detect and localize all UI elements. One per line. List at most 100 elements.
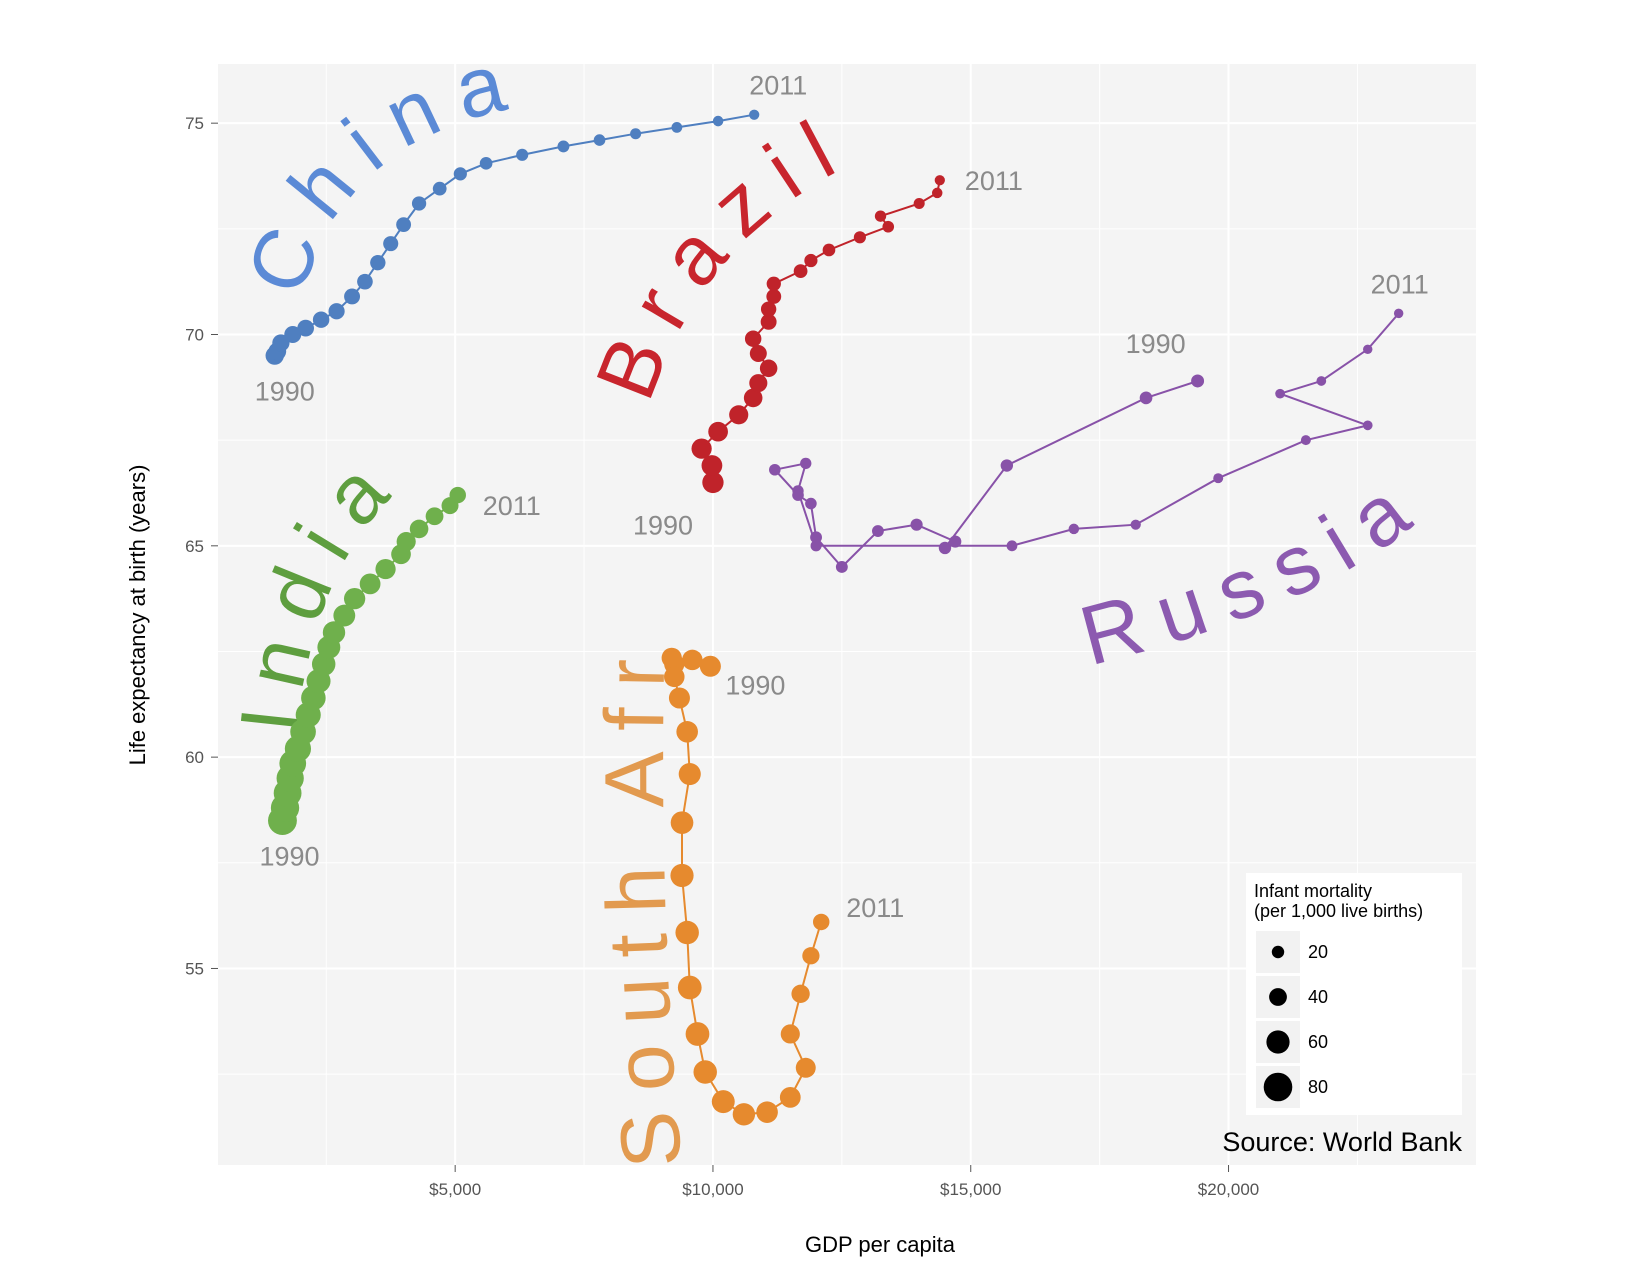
data-point bbox=[297, 319, 315, 337]
data-point bbox=[780, 1024, 800, 1044]
data-point bbox=[938, 541, 952, 555]
data-point bbox=[756, 1101, 778, 1123]
data-point bbox=[802, 947, 820, 965]
data-point bbox=[479, 156, 493, 170]
data-point bbox=[766, 276, 781, 291]
data-point bbox=[670, 863, 694, 888]
end-year-label: 2011 bbox=[483, 491, 541, 521]
data-point bbox=[676, 720, 698, 743]
data-point bbox=[675, 920, 699, 945]
start-year-label: 1990 bbox=[255, 377, 315, 407]
data-point bbox=[1300, 435, 1311, 446]
data-point bbox=[810, 540, 822, 552]
data-point bbox=[328, 303, 345, 320]
legend-key-label: 20 bbox=[1308, 942, 1328, 962]
data-point bbox=[749, 345, 767, 363]
data-point bbox=[693, 1060, 717, 1084]
data-point bbox=[370, 254, 386, 271]
series-group bbox=[268, 486, 466, 835]
x-axis-title: GDP per capita bbox=[805, 1232, 956, 1257]
data-point bbox=[793, 264, 808, 278]
x-tick-label: $15,000 bbox=[940, 1180, 1001, 1199]
data-point bbox=[805, 497, 817, 510]
data-point bbox=[732, 1103, 756, 1126]
series-group bbox=[691, 175, 945, 494]
data-point bbox=[322, 621, 346, 644]
data-point bbox=[661, 647, 682, 668]
data-point bbox=[766, 289, 782, 304]
data-point bbox=[822, 243, 836, 257]
data-point bbox=[284, 326, 302, 343]
data-point bbox=[664, 666, 685, 688]
data-point bbox=[670, 811, 694, 834]
y-tick-label: 70 bbox=[185, 325, 204, 344]
data-point bbox=[1068, 523, 1080, 535]
data-point bbox=[557, 140, 570, 153]
data-point bbox=[744, 330, 762, 347]
legend-key-dot bbox=[1271, 945, 1285, 959]
data-point bbox=[769, 463, 781, 476]
data-point bbox=[432, 181, 447, 196]
data-point bbox=[810, 531, 822, 544]
start-year-label: 1990 bbox=[725, 670, 785, 700]
data-point bbox=[375, 558, 396, 580]
data-point bbox=[453, 167, 467, 181]
legend-title-line-1: Infant mortality bbox=[1254, 881, 1372, 901]
legend-key-label: 60 bbox=[1308, 1032, 1328, 1052]
data-point bbox=[343, 587, 366, 610]
data-point bbox=[691, 438, 712, 459]
data-point bbox=[729, 405, 749, 425]
start-year-label: 1990 bbox=[1126, 329, 1186, 359]
legend-key-dot bbox=[1263, 1072, 1293, 1102]
data-point bbox=[1213, 473, 1224, 484]
data-point bbox=[779, 1086, 801, 1108]
data-point bbox=[1000, 459, 1014, 472]
data-point bbox=[1393, 308, 1404, 319]
data-point bbox=[1006, 540, 1018, 552]
data-point bbox=[699, 655, 721, 677]
data-point bbox=[1316, 376, 1327, 386]
data-point bbox=[593, 134, 606, 146]
data-point bbox=[949, 535, 962, 548]
data-point bbox=[931, 187, 943, 199]
size-legend: Infant mortality (per 1,000 live births)… bbox=[1246, 873, 1462, 1115]
data-point bbox=[344, 288, 361, 305]
y-tick-label: 60 bbox=[185, 748, 204, 767]
data-point bbox=[812, 913, 830, 931]
axes: $5,000 $10,000 $15,000 $20,000 55 60 65 70 75 bbox=[185, 114, 1259, 1199]
data-point bbox=[882, 220, 895, 233]
y-tick-label: 55 bbox=[185, 959, 204, 978]
data-point bbox=[411, 196, 427, 211]
series-group bbox=[769, 308, 1404, 573]
y-axis-title: Life expectancy at birth (years) bbox=[125, 465, 150, 766]
data-point bbox=[396, 532, 416, 552]
data-point bbox=[359, 573, 381, 595]
data-point bbox=[872, 525, 884, 537]
data-point bbox=[1130, 519, 1141, 530]
legend-key-label: 80 bbox=[1308, 1077, 1328, 1097]
legend-title-line-2: (per 1,000 live births) bbox=[1254, 901, 1423, 921]
data-point bbox=[934, 175, 945, 186]
data-point bbox=[800, 457, 812, 470]
data-point bbox=[357, 273, 373, 290]
data-point bbox=[1363, 344, 1373, 355]
source-note: Source: World Bank bbox=[1222, 1127, 1462, 1157]
data-point bbox=[685, 1022, 710, 1046]
x-tick-label: $10,000 bbox=[682, 1180, 743, 1199]
start-year-label: 1990 bbox=[633, 510, 693, 540]
x-tick-label: $5,000 bbox=[429, 1180, 481, 1199]
data-point bbox=[272, 334, 290, 352]
data-point bbox=[791, 984, 810, 1003]
data-point bbox=[383, 236, 399, 252]
data-point bbox=[678, 762, 701, 786]
data-point bbox=[795, 1057, 816, 1078]
data-point bbox=[668, 687, 690, 709]
data-point bbox=[804, 253, 818, 268]
legend-keys: 20 40 60 80 bbox=[1256, 931, 1328, 1108]
data-point bbox=[853, 231, 866, 244]
data-point bbox=[913, 197, 925, 209]
data-point bbox=[516, 148, 529, 161]
data-point bbox=[333, 604, 356, 627]
data-point bbox=[1362, 420, 1373, 431]
data-point bbox=[312, 311, 330, 328]
